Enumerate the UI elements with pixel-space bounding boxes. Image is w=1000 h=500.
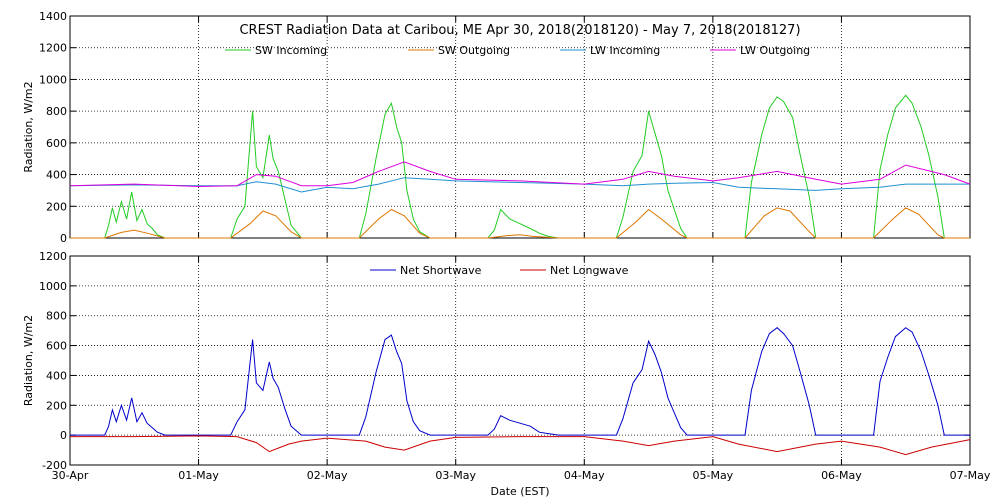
y-tick-label: 1000	[39, 73, 67, 86]
y-tick-label: -200	[42, 459, 67, 472]
series-line-lw-incoming	[69, 177, 970, 193]
y-tick-label: 1200	[39, 250, 67, 263]
x-tick-label: 30-Apr	[52, 469, 89, 482]
legend-label: LW Incoming	[590, 44, 660, 57]
series-line-net-shortwave	[70, 327, 970, 436]
y-tick-label: 200	[46, 200, 67, 213]
x-tick-label: 04-May	[564, 469, 605, 482]
y-tick-label: 400	[46, 169, 67, 182]
y-tick-label: 800	[46, 310, 67, 323]
x-tick-label: 02-May	[307, 469, 348, 482]
y-tick-label: 0	[60, 232, 67, 245]
y-axis-label: Radiation, W/m2	[22, 315, 35, 406]
x-tick-label: 05-May	[692, 469, 733, 482]
legend-label: LW Outgoing	[740, 44, 810, 57]
plot-frame-1	[69, 255, 971, 466]
x-tick-label: 06-May	[821, 469, 862, 482]
legend-label: SW Incoming	[255, 44, 327, 57]
x-tick-label: 07-May	[950, 469, 991, 482]
series-line-sw-outgoing	[70, 207, 970, 239]
series-line-lw-outgoing	[69, 161, 971, 188]
y-tick-label: 800	[46, 105, 67, 118]
x-tick-label: 03-May	[435, 469, 476, 482]
x-axis-label: Date (EST)	[490, 485, 549, 498]
legend-label: Net Longwave	[550, 264, 629, 277]
series-line-sw-incoming	[70, 94, 970, 239]
y-tick-label: 200	[46, 399, 67, 412]
x-tick-label: 01-May	[178, 469, 219, 482]
series-line-net-longwave	[70, 435, 971, 456]
legend-label: SW Outgoing	[438, 44, 510, 57]
y-tick-label: 1000	[39, 280, 67, 293]
legend-label: Net Shortwave	[400, 264, 482, 277]
plot-frame-0	[69, 15, 971, 239]
y-tick-label: 1200	[39, 42, 67, 55]
y-tick-label: 600	[46, 137, 67, 150]
y-tick-label: 400	[46, 369, 67, 382]
y-tick-label: 0	[60, 429, 67, 442]
y-tick-label: 1400	[39, 10, 67, 23]
chart-title: CREST Radiation Data at Caribou, ME Apr …	[239, 23, 800, 38]
y-tick-label: 600	[46, 340, 67, 353]
y-axis-label: Radiation, W/m2	[22, 81, 35, 172]
